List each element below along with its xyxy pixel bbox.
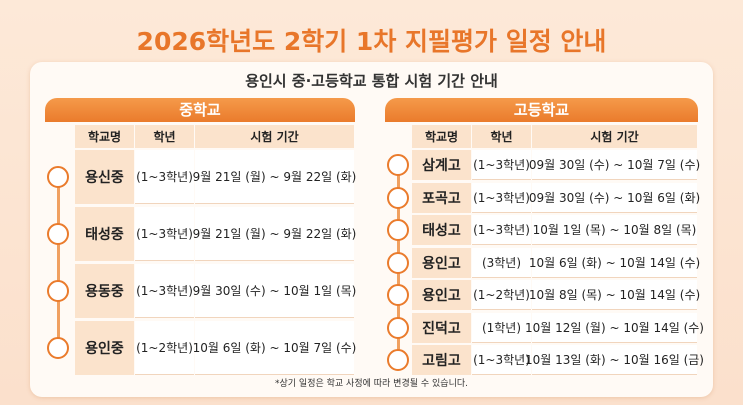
grade: (1~2학년) — [472, 280, 531, 310]
grade: (3학년) — [472, 247, 531, 278]
period: 10월 8일 (목) ~ 10월 14일 (수) — [529, 280, 700, 310]
period: 9월 21일 (월) ~ 9월 22일 (화) — [193, 150, 356, 204]
row-icon — [47, 166, 69, 188]
school-name: 삼계고 — [412, 150, 471, 180]
row-icon — [387, 154, 409, 176]
subtitle: 용인시 중·고등학교 통합 시험 기간 안내 — [245, 72, 498, 90]
grade: (1~3학년) — [472, 150, 531, 180]
grade: (1~3학년) — [472, 215, 531, 245]
period: 09월 30일 (수) ~ 10월 6일 (화) — [529, 182, 700, 213]
school-name: 용신중 — [75, 150, 134, 204]
school-name: 진덕고 — [412, 312, 471, 343]
row-icon — [47, 223, 69, 245]
row-icon — [387, 186, 409, 209]
period: 9월 21일 (월) ~ 9월 22일 (화) — [193, 207, 356, 261]
row-icon — [387, 219, 409, 241]
grade: (1~3학년) — [472, 182, 531, 213]
school-name: 용인고 — [412, 280, 471, 310]
row-icon — [47, 280, 69, 302]
school-name: 태성고 — [412, 215, 471, 245]
row-icon — [387, 316, 409, 339]
school-name: 용인중 — [75, 321, 134, 375]
row-icon — [387, 349, 409, 371]
column-header: 학교명 — [412, 125, 471, 148]
grade: (1~2학년) — [135, 321, 194, 375]
column-header: 학교명 — [75, 125, 134, 148]
school-name: 고림고 — [412, 345, 471, 375]
school-name: 포곡고 — [412, 182, 471, 213]
period: 09월 30일 (수) ~ 10월 7일 (수) — [529, 150, 700, 180]
title: 2026학년도 2학기 1차 지필평가 일정 안내 — [136, 27, 607, 56]
period: 10월 6일 (화) ~ 10월 14일 (수) — [529, 247, 700, 278]
section-heading: 고등학교 — [385, 98, 698, 122]
school-name: 용동중 — [75, 264, 134, 318]
footnote: *상기 일정은 학교 사정에 따라 변경될 수 있습니다. — [275, 379, 468, 389]
column-header: 학년 — [135, 125, 194, 148]
grade: (1~3학년) — [135, 207, 194, 261]
grade: (1학년) — [472, 312, 531, 343]
grade: (1~3학년) — [135, 150, 194, 204]
period: 10월 1일 (목) ~ 10월 8일 (목) — [532, 215, 697, 245]
period: 10월 12일 (월) ~ 10월 14일 (수) — [525, 312, 704, 343]
column-header: 학년 — [472, 125, 531, 148]
section-heading: 중학교 — [45, 98, 355, 122]
grade: (1~3학년) — [135, 264, 194, 318]
school-name: 용인고 — [412, 247, 471, 278]
row-icon — [387, 284, 409, 306]
timeline — [56, 177, 60, 348]
school-name: 태성중 — [75, 207, 134, 261]
row-icon — [47, 337, 69, 359]
period: 10월 13일 (화) ~ 10월 16일 (금) — [525, 345, 704, 375]
column-header: 시험 기간 — [532, 125, 697, 148]
column-header: 시험 기간 — [195, 125, 354, 148]
row-icon — [387, 251, 409, 274]
grade: (1~3학년) — [472, 345, 531, 375]
period: 9월 30일 (수) ~ 10월 1일 (목) — [193, 264, 356, 318]
period: 10월 6일 (화) ~ 10월 7일 (수) — [193, 321, 356, 375]
